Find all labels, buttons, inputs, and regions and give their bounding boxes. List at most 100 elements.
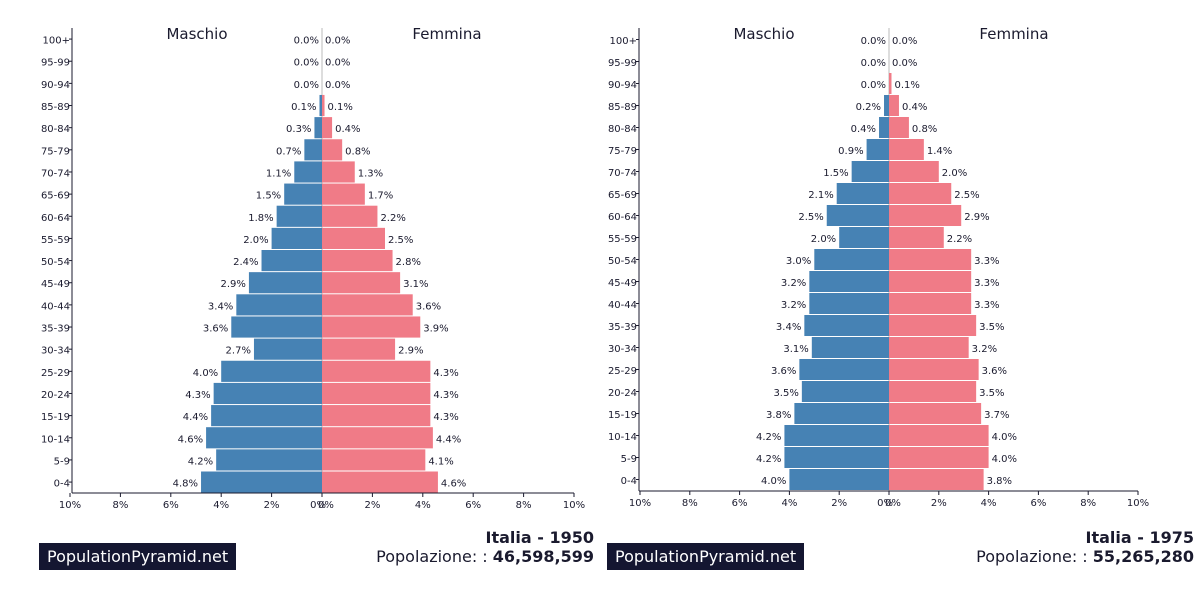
female-value-label: 3.7%	[984, 410, 1009, 421]
female-bar-80-84	[322, 117, 333, 139]
male-bar-80-84	[314, 117, 322, 139]
female-value-label: 0.0%	[325, 58, 350, 69]
female-value-label: 4.1%	[428, 456, 453, 467]
female-bar-20-24	[322, 382, 431, 405]
male-value-label: 3.1%	[783, 344, 808, 355]
population-total: Popolazione: : 46,598,599	[376, 547, 594, 566]
male-value-label: 3.4%	[776, 322, 801, 333]
male-value-label: 4.0%	[193, 368, 218, 379]
female-bar-50-54	[889, 249, 972, 270]
male-value-label: 3.6%	[203, 324, 228, 335]
female-value-label: 3.3%	[974, 256, 999, 267]
age-group-label: 40-44	[41, 301, 70, 312]
female-value-label: 4.3%	[433, 412, 458, 423]
pyramid-panel-1975: Maschio Femmina 0.0% 0.0% 100+ 0.0% 0.0% 95-99 0…	[600, 0, 1200, 600]
male-bar-75-79	[304, 139, 322, 161]
x-tick-label: 4%	[781, 498, 797, 509]
male-value-label: 1.5%	[256, 191, 281, 202]
female-bar-75-79	[322, 139, 343, 161]
age-group-label: 10-14	[41, 434, 70, 445]
brand-logo[interactable]: PopulationPyramid.net	[39, 543, 237, 570]
male-bar-80-84	[879, 117, 889, 138]
female-value-label: 3.3%	[974, 278, 999, 289]
male-bar-60-64	[826, 205, 889, 226]
female-bar-85-89	[889, 95, 899, 116]
age-group-label: 60-64	[608, 212, 637, 223]
male-bar-65-69	[836, 183, 889, 204]
brand-logo[interactable]: PopulationPyramid.net	[607, 543, 805, 570]
female-value-label: 0.0%	[892, 36, 917, 47]
female-bar-70-74	[322, 161, 355, 183]
age-group-label: 80-84	[41, 124, 70, 135]
female-value-label: 2.9%	[398, 346, 423, 357]
female-value-label: 3.6%	[416, 301, 441, 312]
male-bar-55-59	[271, 227, 322, 249]
male-value-label: 4.2%	[188, 456, 213, 467]
female-value-label: 2.0%	[942, 168, 967, 179]
male-bar-20-24	[801, 381, 889, 402]
female-bar-40-44	[889, 293, 972, 314]
female-bar-15-19	[322, 405, 431, 427]
x-tick-label: 6%	[465, 500, 481, 511]
male-value-label: 0.0%	[861, 80, 886, 91]
male-bar-40-44	[236, 294, 322, 316]
female-bar-20-24	[889, 381, 977, 402]
age-group-label: 30-34	[41, 346, 70, 357]
age-group-label: 70-74	[41, 168, 70, 179]
age-group-label: 50-54	[608, 256, 637, 267]
female-bar-85-89	[322, 94, 325, 117]
male-bar-55-59	[839, 227, 889, 248]
age-group-label: 15-19	[41, 412, 70, 423]
age-group-label: 50-54	[41, 257, 70, 268]
x-tick-label: 0%	[318, 500, 334, 511]
male-bar-10-14	[206, 427, 322, 449]
age-group-label: 95-99	[41, 58, 70, 69]
female-value-label: 0.4%	[335, 124, 360, 135]
age-group-label: 15-19	[608, 410, 637, 421]
male-bar-65-69	[284, 183, 322, 205]
x-tick-label: 0%	[877, 498, 893, 509]
age-group-label: 45-49	[41, 279, 70, 290]
male-value-label: 4.2%	[756, 454, 781, 465]
female-bar-45-49	[322, 272, 401, 294]
female-value-label: 3.3%	[974, 300, 999, 311]
age-group-label: 60-64	[41, 213, 70, 224]
x-tick-label: 2%	[364, 500, 380, 511]
age-group-label: 20-24	[41, 390, 70, 401]
male-bar-35-39	[231, 316, 322, 338]
female-value-label: 2.9%	[964, 212, 989, 223]
male-value-label: 3.2%	[781, 300, 806, 311]
age-group-label: 65-69	[41, 191, 70, 202]
female-bar-30-34	[889, 337, 969, 358]
x-tick-label: 10%	[629, 498, 651, 509]
x-tick-label: 10%	[1127, 498, 1149, 509]
age-group-label: 25-29	[608, 366, 637, 377]
female-bar-60-64	[322, 205, 378, 227]
male-bar-25-29	[799, 359, 889, 380]
male-bar-40-44	[809, 293, 889, 314]
male-value-label: 2.1%	[808, 190, 833, 201]
age-group-label: 40-44	[608, 300, 637, 311]
male-value-label: 0.9%	[838, 146, 863, 157]
male-value-label: 1.8%	[248, 213, 273, 224]
age-group-label: 0-4	[621, 476, 637, 487]
x-tick-label: 2%	[831, 498, 847, 509]
x-tick-label: 8%	[682, 498, 698, 509]
age-group-label: 75-79	[608, 146, 637, 157]
age-group-label: 55-59	[41, 235, 70, 246]
male-value-label: 3.5%	[773, 388, 798, 399]
x-tick-label: 2%	[264, 500, 280, 511]
chart-title-country-year: Italia - 1975	[1085, 528, 1194, 547]
male-value-label: 2.7%	[226, 346, 251, 357]
male-bar-85-89	[319, 94, 322, 117]
female-value-label: 3.5%	[979, 322, 1004, 333]
female-bar-50-54	[322, 250, 393, 272]
population-pyramid-1975: Maschio Femmina 0.0% 0.0% 100+ 0.0% 0.0% 95-99 0…	[608, 25, 1149, 509]
male-value-label: 4.4%	[183, 412, 208, 423]
female-value-label: 3.6%	[982, 366, 1007, 377]
age-group-label: 35-39	[41, 324, 70, 335]
female-value-label: 3.5%	[979, 388, 1004, 399]
age-group-label: 35-39	[608, 322, 637, 333]
male-value-label: 0.0%	[861, 58, 886, 69]
female-value-label: 4.3%	[433, 390, 458, 401]
